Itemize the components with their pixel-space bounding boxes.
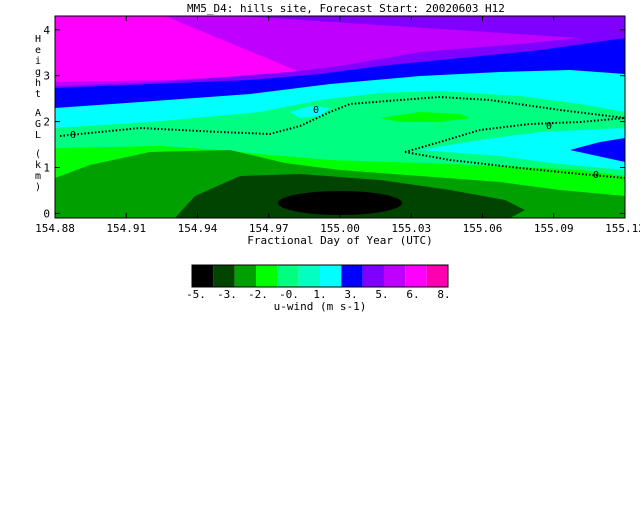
y-axis-label-char: h — [35, 78, 41, 89]
y-axis-label-char: A — [35, 108, 41, 119]
y-axis-label-char: ) — [35, 182, 41, 193]
y-axis: 0 1 2 3 4 — [43, 24, 625, 220]
contour-label-3: 0 — [546, 121, 552, 132]
x-axis: 154.88 154.91 154.94 154.97 155.00 155.03 155.… — [35, 16, 640, 235]
x-tick-label: 155.03 — [391, 222, 431, 235]
colorbar: -5. -3. -2. -0. 1. 3. 5. 6. 8. — [186, 264, 451, 301]
chart-title: MM5_D4: hills site, Forecast Start: 2002… — [187, 2, 505, 15]
x-tick-label: 155.00 — [320, 222, 360, 235]
colorbar-tick-label: 8. — [437, 288, 450, 301]
x-axis-label: Fractional Day of Year (UTC) — [247, 234, 432, 247]
y-axis-label-char: i — [35, 56, 41, 67]
colorbar-swatch — [362, 265, 384, 287]
colorbar-swatch — [320, 265, 342, 287]
colorbar-swatch — [341, 265, 363, 287]
colorbar-tick-label: 1. — [313, 288, 326, 301]
colorbar-frame — [191, 264, 449, 288]
colorbar-tick-label: 3. — [344, 288, 357, 301]
y-axis-label-char: m — [35, 171, 41, 182]
field-blue-tongue — [570, 138, 625, 162]
y-axis-label-char: ( — [35, 149, 41, 160]
colorbar-tick-label: 5. — [375, 288, 388, 301]
plot-area: 0 0 0 0 — [54, 15, 626, 219]
colorbar-tick-label: 6. — [406, 288, 419, 301]
colorbar-tick-label: -3. — [217, 288, 237, 301]
y-axis-label-char: H — [35, 34, 41, 45]
x-tick-label: 155.06 — [463, 222, 503, 235]
filled-contours — [55, 16, 625, 218]
colorbar-swatch — [405, 265, 427, 287]
colorbar-swatch — [384, 265, 406, 287]
colorbar-tick-label: -2. — [248, 288, 268, 301]
field-seagreen-patch — [380, 112, 470, 122]
x-tick-label: 154.97 — [249, 222, 289, 235]
field-band-1 — [278, 191, 402, 215]
colorbar-swatch — [277, 265, 299, 287]
x-tick-label: 154.91 — [106, 222, 146, 235]
colorbar-swatch — [426, 265, 448, 287]
y-tick-label: 1 — [43, 162, 50, 175]
y-tick-label: 0 — [43, 207, 50, 220]
x-tick-label: 155.09 — [534, 222, 574, 235]
y-axis-label-char: e — [35, 45, 41, 56]
colorbar-swatch — [213, 265, 235, 287]
field-cyan-island — [290, 106, 330, 118]
y-axis-label-char: t — [35, 89, 41, 100]
colorbar-swatch — [192, 265, 214, 287]
x-tick-label: 155.12 — [605, 222, 640, 235]
y-tick-label: 3 — [43, 70, 50, 83]
contour-label-4: 0 — [593, 170, 599, 181]
colorbar-swatch — [234, 265, 256, 287]
colorbar-tick-label: -0. — [279, 288, 299, 301]
contour-label-1: 0 — [70, 130, 76, 141]
x-tick-label: 154.88 — [35, 222, 75, 235]
colorbar-swatch — [298, 265, 320, 287]
contour-label-2: 0 — [313, 105, 319, 116]
y-axis-label-char: G — [35, 119, 41, 130]
y-axis-label-char: L — [35, 130, 41, 141]
colorbar-tick-label: -5. — [186, 288, 206, 301]
colorbar-label: u-wind (m s-1) — [274, 300, 367, 313]
y-axis-label-char: g — [35, 67, 41, 78]
y-axis-label-char: k — [35, 160, 41, 171]
y-tick-label: 2 — [43, 116, 50, 129]
x-tick-label: 154.94 — [178, 222, 218, 235]
colorbar-swatch — [256, 265, 278, 287]
zero-contour — [59, 95, 625, 137]
y-tick-label: 4 — [43, 24, 50, 37]
field-cyan-tongue — [420, 128, 625, 170]
zero-contour-lower — [404, 117, 625, 179]
